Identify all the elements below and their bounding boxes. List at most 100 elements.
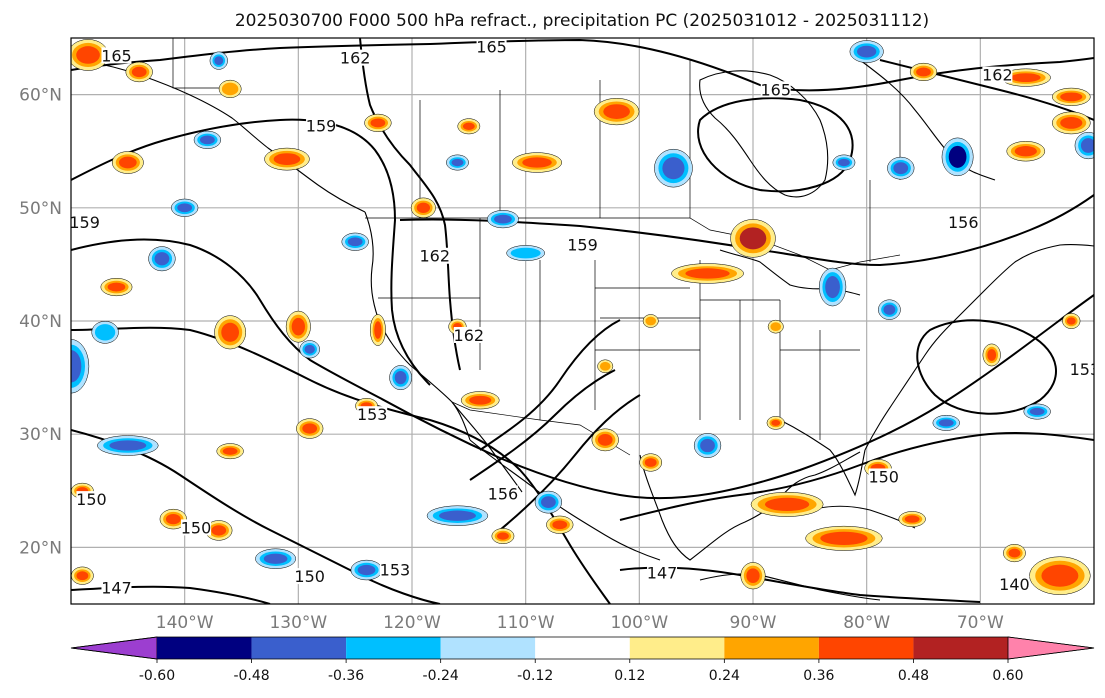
colorbar-swatch [251,637,347,659]
precip-cell [487,210,519,229]
precip-cell [71,39,109,71]
colorbar-swatch [440,637,536,659]
svg-text:150: 150 [181,518,212,537]
precip-cell [491,528,515,544]
precip-cell [941,137,974,177]
colorbar: -0.60 -0.48 -0.36 -0.24 -0.12 0.12 0.24 0.36 0.4… [70,636,1095,684]
svg-text:156: 156 [488,484,519,503]
contour-159-east [399,194,1094,267]
precip-cell [832,154,856,171]
precip-cell [209,51,228,70]
lon-tick-label: 70°W [957,613,1004,633]
lon-tick-label: 100°W [610,613,668,633]
precip-cell [369,314,386,346]
precip-cell [71,339,90,394]
svg-text:159: 159 [306,117,337,136]
contour-156 [71,238,1094,500]
contour-label: 147 [101,578,132,597]
map-border [70,37,1095,605]
precip-cell [341,232,369,251]
colorbar-swatch [629,637,725,659]
latitude-labels: 20°N 30°N 40°N 50°N 60°N [19,86,62,559]
contour-label: 150 [76,490,107,509]
contour-label: 156 [488,484,519,503]
contour-label: 140 [999,575,1030,594]
precip-cell [591,428,619,452]
svg-text:147: 147 [647,564,678,583]
precip-cell [1051,111,1091,135]
precip-cell [767,319,784,334]
precip-cell [97,435,159,456]
precip-cell [1029,556,1091,595]
precip-cell [639,453,663,472]
coastlines [71,59,1094,601]
colorbar-tick-label: 0.36 [803,668,834,684]
lat-tick-label: 60°N [19,86,62,106]
precip-cell [932,414,960,431]
contour-label: 153 [1070,360,1094,379]
precip-cell [255,548,297,569]
contour-label: 162 [454,326,485,345]
lon-tick-label: 80°W [843,613,890,633]
precip-cell [100,277,133,297]
precip-cell [766,416,785,430]
lon-tick-label: 120°W [383,613,441,633]
contour-label: 153 [357,405,388,424]
contour-closed-atlantic [916,319,1057,415]
contour-label: 159 [306,117,337,136]
precip-cell [410,197,436,218]
contour-label: 153 [380,560,411,579]
precip-cell [193,130,222,149]
province-borders [419,60,901,262]
precip-cell [125,61,153,83]
precip-cell [534,490,563,514]
colorbar-tick-label: -0.48 [233,668,269,684]
lat-tick-label: 30°N [19,425,62,445]
precip-cell [111,151,144,174]
precip-cell [460,391,500,410]
coastline-caribbean [699,573,881,601]
precip-cell [364,113,392,132]
contour-147-east [619,566,981,603]
contour-label: 162 [982,66,1013,85]
svg-text:153: 153 [357,405,388,424]
svg-text:165: 165 [101,46,132,65]
precip-cell [1074,131,1094,160]
precipitation-anomaly-cells [71,39,1094,595]
svg-text:147: 147 [101,578,132,597]
precip-cell [887,156,915,180]
colorbar-tick-label: -0.12 [517,668,553,684]
map-title: 2025030700 F000 500 hPa refract., precip… [235,11,929,31]
colorbar-swatch [346,637,441,659]
precip-cell [148,246,176,272]
precip-cell [805,525,883,551]
svg-text:162: 162 [419,247,450,266]
colorbar-tick-label: 0.12 [614,668,645,684]
precip-cell [446,154,469,171]
colorbar-tick-label: -0.60 [139,668,175,684]
precip-cell [546,515,574,534]
precip-cell [512,152,563,173]
precip-cell [1000,68,1051,87]
coastline-mexico-pacific [469,439,661,561]
svg-text:150: 150 [868,467,899,486]
colorbar-tick-label: 0.48 [898,668,929,684]
colorbar-swatch [535,637,630,659]
precip-cell [457,118,481,135]
lat-tick-label: 50°N [19,199,62,219]
precip-cell [878,299,901,320]
precip-cell [71,566,94,585]
precip-cell [506,245,545,261]
lon-tick-label: 130°W [269,613,327,633]
contour-trough-lines [469,319,641,531]
lon-tick-label: 140°W [156,613,214,633]
contour-label: 165 [476,38,507,56]
longitude-labels: 140°W 130°W 120°W 110°W 100°W 90°W 80°W 70°W [156,613,1004,633]
svg-text:150: 150 [294,567,325,586]
svg-text:165: 165 [760,80,791,99]
colorbar-tick-label: -0.36 [328,668,364,684]
colorbar-swatch [724,637,819,659]
precip-cell [91,321,119,344]
coastline-baja [451,401,523,493]
